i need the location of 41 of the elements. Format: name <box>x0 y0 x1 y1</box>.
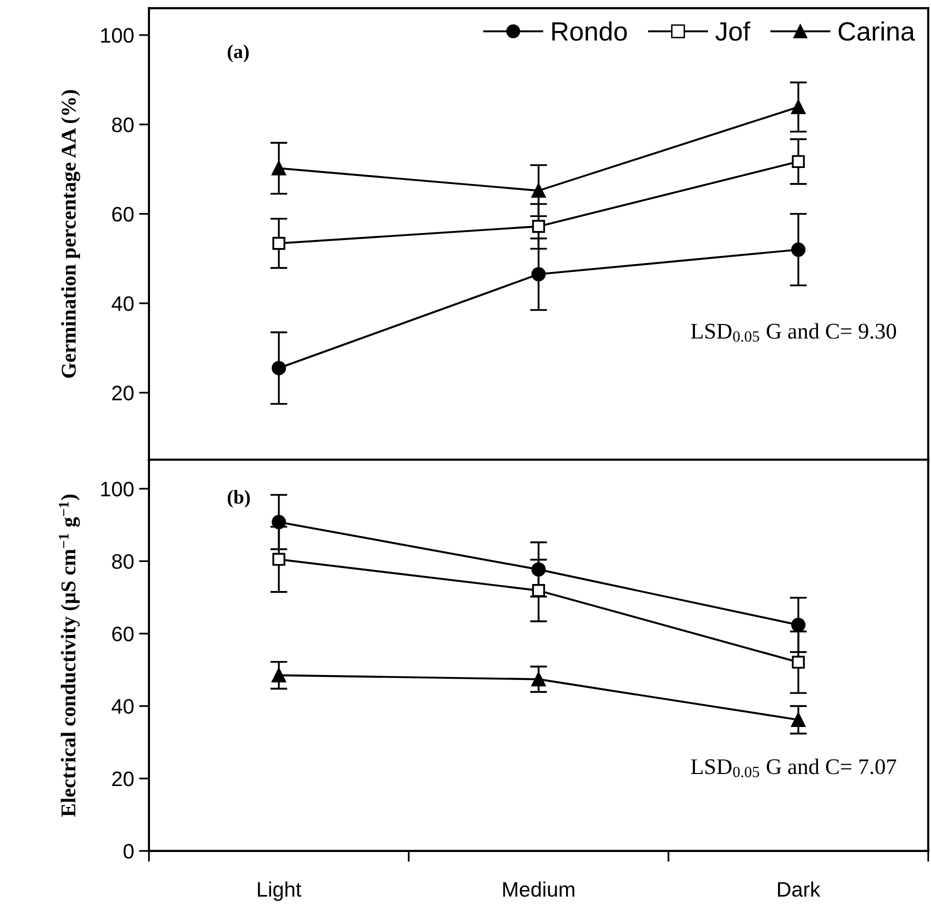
y-tick-label: 40 <box>112 699 134 714</box>
point <box>272 161 286 176</box>
point <box>531 183 546 198</box>
y-tick-label: 20 <box>112 386 134 400</box>
legend-label: Rondo <box>552 21 627 41</box>
point <box>272 514 286 530</box>
y-tick-label: 0 <box>124 844 134 859</box>
x-tick-label: Light <box>258 881 302 901</box>
annotation: LSD$_{0.05}$ G and C= 7.07 <box>691 758 896 778</box>
point <box>531 562 546 577</box>
point <box>791 242 806 257</box>
y-tick-label: 20 <box>112 771 134 786</box>
point <box>272 360 286 376</box>
y-tick-label: 100 <box>101 482 134 496</box>
y-tick-label: 80 <box>112 117 134 132</box>
annotation: (a) <box>228 44 249 62</box>
y-tick-label: 60 <box>112 206 134 222</box>
annotation: LSD$_{0.05}$ G and C= 9.30 <box>691 323 896 342</box>
point <box>532 584 546 597</box>
point <box>272 668 286 682</box>
point <box>272 236 286 250</box>
annotation: (b) <box>228 490 250 508</box>
point <box>272 552 286 566</box>
point <box>531 672 546 686</box>
point <box>792 155 805 168</box>
y-tick-label: 80 <box>112 554 134 569</box>
y-tick-label: 60 <box>112 626 134 642</box>
y-axis-title: Germination percentage AA (%) <box>61 90 80 378</box>
x-tick-label: Medium <box>503 881 574 897</box>
point <box>791 618 806 632</box>
legend-label: Carina <box>838 21 916 41</box>
point <box>792 656 805 669</box>
y-tick-label: 100 <box>101 28 134 43</box>
y-axis-title: Electrical conductivity (µS cm$^{−1}$ g$^{−1}$) <box>58 494 80 817</box>
legend-label: Jof <box>715 21 750 41</box>
point <box>791 100 806 114</box>
point <box>791 712 806 727</box>
point <box>532 220 546 233</box>
y-tick-label: 40 <box>112 296 134 312</box>
x-tick-label: Dark <box>778 881 820 897</box>
point <box>531 267 546 282</box>
